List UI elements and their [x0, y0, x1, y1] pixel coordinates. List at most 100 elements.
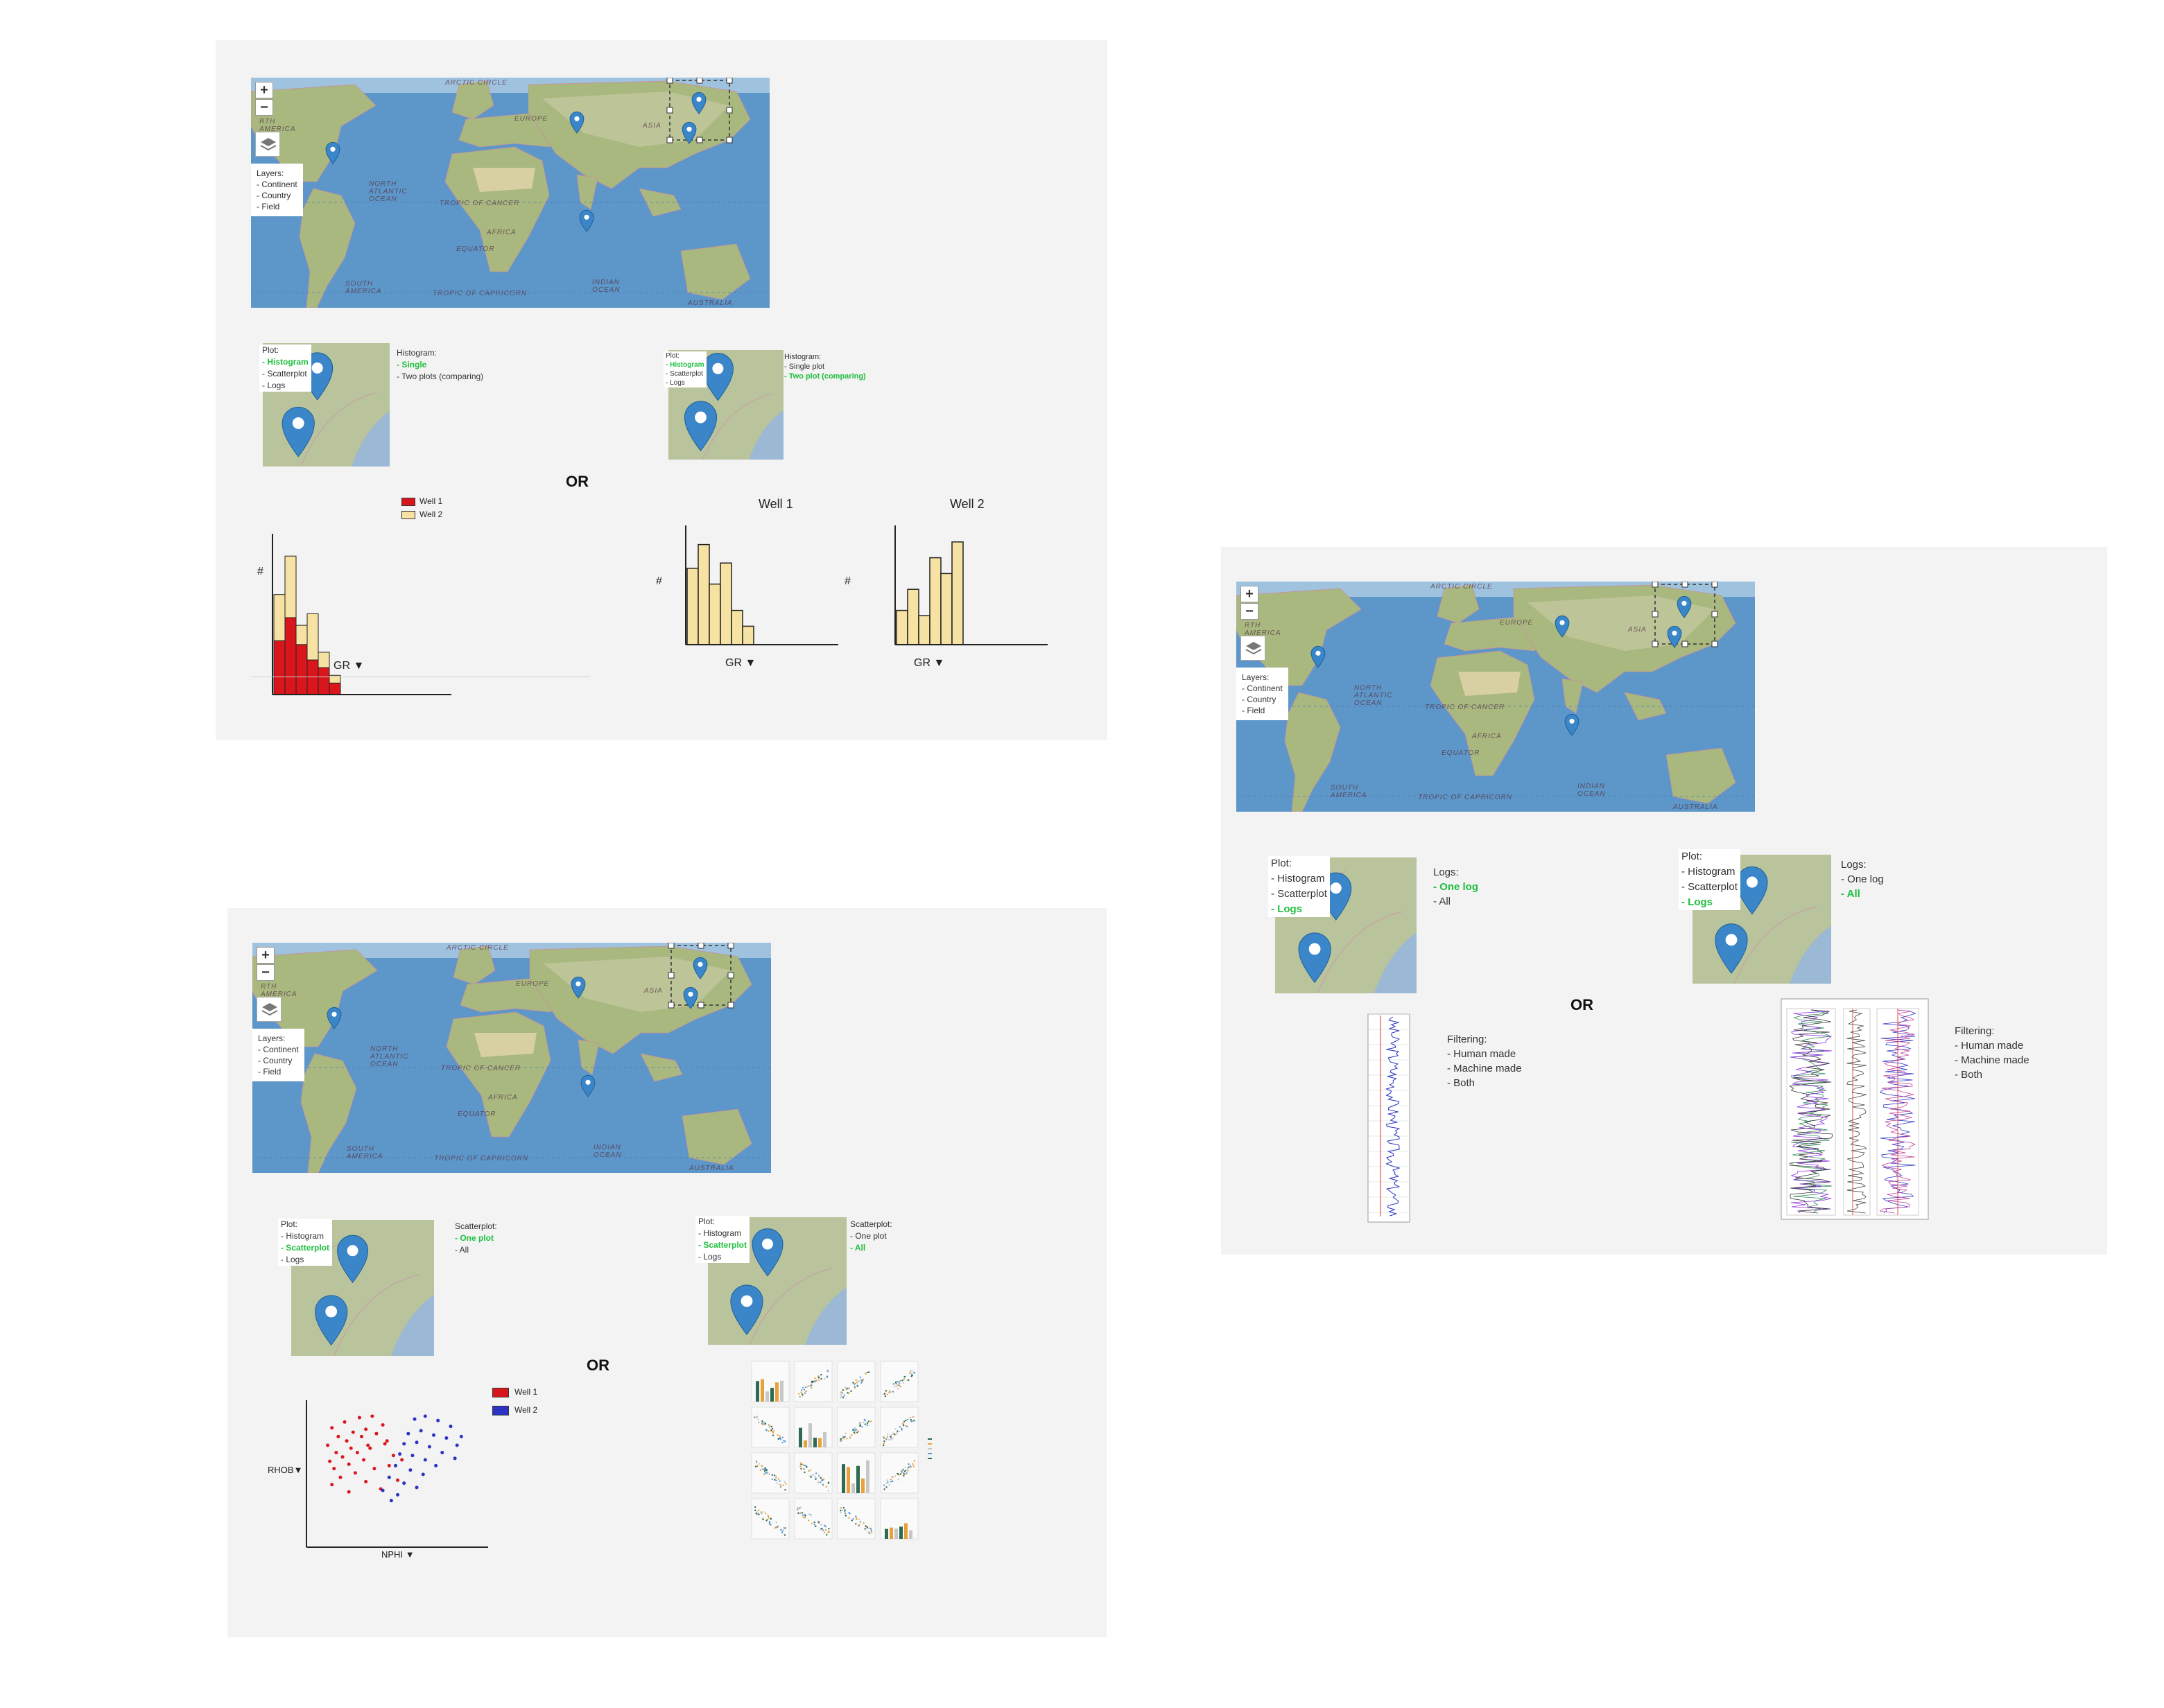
- scatterplot-submenu[interactable]: Scatterplot: - One plot - All: [850, 1219, 892, 1254]
- zoom-out-button[interactable]: −: [257, 964, 275, 981]
- map-pin-icon[interactable]: [1715, 923, 1748, 974]
- map-pin-icon[interactable]: [315, 1295, 348, 1346]
- world-map[interactable]: ARCTIC CIRCLE EUROPE ASIA RTH AMERICA NORTH …: [251, 78, 770, 308]
- menu-option[interactable]: - Histogram: [281, 1231, 324, 1241]
- menu-option[interactable]: - Machine made: [1955, 1054, 2029, 1066]
- menu-option[interactable]: - All: [1433, 896, 1451, 907]
- menu-option[interactable]: - Logs: [698, 1252, 722, 1262]
- map-pin-icon[interactable]: [730, 1284, 763, 1336]
- chevron-down-icon[interactable]: ▼: [293, 1465, 303, 1475]
- menu-option[interactable]: - Logs: [1681, 896, 1713, 908]
- menu-option[interactable]: - All: [1841, 888, 1860, 900]
- map-canvas[interactable]: [252, 943, 771, 1173]
- scatterplot-submenu[interactable]: Scatterplot: - One plot - All: [455, 1221, 497, 1256]
- map-pin-icon[interactable]: [1555, 615, 1570, 638]
- menu-option[interactable]: - One log: [1433, 881, 1478, 893]
- layer-option[interactable]: - Field: [257, 202, 280, 211]
- menu-option[interactable]: - Single: [397, 360, 427, 369]
- map-pin-icon[interactable]: [282, 406, 315, 458]
- histogram-submenu[interactable]: Histogram: - Single plot - Two plot (compa…: [784, 352, 866, 381]
- menu-option[interactable]: - Both: [1955, 1069, 1983, 1081]
- menu-option[interactable]: - Both: [1447, 1077, 1475, 1089]
- world-map[interactable]: ARCTIC CIRCLE EUROPE ASIA RTH AMERICA NORTH …: [252, 943, 771, 1173]
- menu-option[interactable]: - Scatterplot: [281, 1243, 330, 1253]
- menu-option[interactable]: - One plot: [455, 1233, 494, 1243]
- layer-option[interactable]: - Field: [1242, 706, 1265, 715]
- plot-menu[interactable]: Plot: - Histogram - Scatterplot - Logs: [259, 345, 311, 392]
- plot-menu[interactable]: Plot: - Histogram - Scatterplot - Logs: [664, 351, 707, 387]
- layers-button[interactable]: [257, 997, 282, 1022]
- plot-menu[interactable]: Plot: - Histogram - Scatterplot - Logs: [278, 1219, 333, 1266]
- menu-option[interactable]: - Human made: [1447, 1048, 1516, 1060]
- filtering-options[interactable]: Filtering: - Human made - Machine made - Bo…: [1447, 1032, 1522, 1090]
- plot-menu[interactable]: Plot: - Histogram - Scatterplot - Logs: [1679, 849, 1740, 910]
- map-pin-icon[interactable]: [691, 92, 707, 114]
- menu-option[interactable]: - Two plots (comparing): [397, 372, 484, 381]
- thumbnail-map[interactable]: [291, 1220, 434, 1356]
- map-pin-icon[interactable]: [1310, 645, 1326, 668]
- y-axis-selector[interactable]: RHOB▼: [268, 1465, 302, 1475]
- menu-option[interactable]: - Histogram: [262, 357, 309, 367]
- map-pin-icon[interactable]: [683, 986, 698, 1009]
- menu-option[interactable]: - Scatterplot: [1681, 881, 1738, 893]
- layers-legend[interactable]: Layers: - Continent - Country - Field: [251, 164, 303, 216]
- chevron-down-icon[interactable]: ▼: [405, 1549, 415, 1560]
- layer-option[interactable]: - Country: [257, 191, 291, 200]
- zoom-in-button[interactable]: +: [257, 947, 275, 964]
- map-pin-icon[interactable]: [1677, 595, 1692, 618]
- plot-menu[interactable]: Plot: - Histogram - Scatterplot - Logs: [1268, 856, 1330, 917]
- menu-option[interactable]: - Single plot: [784, 363, 825, 371]
- layer-option[interactable]: - Country: [1242, 695, 1276, 704]
- menu-option[interactable]: - One log: [1841, 873, 1884, 885]
- x-axis-selector[interactable]: GR ▼: [334, 660, 364, 672]
- menu-option[interactable]: - Logs: [666, 379, 685, 387]
- x-axis-selector[interactable]: GR ▼: [914, 657, 944, 670]
- logs-submenu[interactable]: Logs: - One log - All: [1433, 865, 1478, 909]
- map-pin-icon[interactable]: [1667, 625, 1682, 648]
- menu-option[interactable]: - Scatterplot: [698, 1240, 747, 1250]
- layer-option[interactable]: - Continent: [257, 180, 297, 189]
- chevron-down-icon[interactable]: ▼: [745, 657, 756, 669]
- map-pin-icon[interactable]: [571, 976, 586, 999]
- zoom-out-button[interactable]: −: [255, 99, 273, 116]
- x-axis-selector[interactable]: NPHI ▼: [381, 1549, 415, 1560]
- thumbnail-map[interactable]: [263, 343, 390, 467]
- zoom-out-button[interactable]: −: [1240, 603, 1258, 620]
- menu-option[interactable]: - One plot: [850, 1231, 887, 1241]
- menu-option[interactable]: - All: [455, 1245, 469, 1255]
- menu-option[interactable]: - Histogram: [698, 1228, 742, 1238]
- chevron-down-icon[interactable]: ▼: [933, 657, 945, 669]
- menu-option[interactable]: - Logs: [1271, 903, 1302, 915]
- menu-option[interactable]: - Scatterplot: [1271, 888, 1327, 900]
- map-pin-icon[interactable]: [325, 141, 340, 164]
- layer-option[interactable]: - Field: [258, 1067, 282, 1077]
- map-pin-icon[interactable]: [337, 1235, 369, 1283]
- histogram-submenu[interactable]: Histogram: - Single - Two plots (comparing…: [397, 347, 483, 383]
- layers-button[interactable]: [255, 132, 280, 157]
- menu-option[interactable]: - Scatterplot: [262, 369, 307, 378]
- menu-option[interactable]: - Histogram: [666, 361, 704, 369]
- map-pin-icon[interactable]: [580, 1074, 596, 1097]
- field-thumbnail[interactable]: [668, 350, 784, 460]
- menu-option[interactable]: - Human made: [1955, 1040, 2024, 1052]
- map-canvas[interactable]: [251, 78, 770, 308]
- map-pin-icon[interactable]: [752, 1228, 784, 1277]
- plot-menu[interactable]: Plot: - Histogram - Scatterplot - Logs: [695, 1216, 750, 1263]
- menu-option[interactable]: - Histogram: [1271, 873, 1325, 885]
- menu-option[interactable]: - Machine made: [1447, 1063, 1522, 1074]
- menu-option[interactable]: - Two plot (comparing): [784, 372, 866, 381]
- map-pin-icon[interactable]: [682, 121, 697, 144]
- menu-option[interactable]: - Histogram: [1681, 866, 1735, 878]
- menu-option[interactable]: - Logs: [281, 1255, 304, 1264]
- filtering-options[interactable]: Filtering: - Human made - Machine made - Bo…: [1955, 1024, 2029, 1082]
- layers-legend[interactable]: Layers: - Continent - Country - Field: [252, 1029, 304, 1081]
- chevron-down-icon[interactable]: ▼: [353, 660, 365, 672]
- map-pin-icon[interactable]: [1564, 713, 1579, 736]
- map-pin-icon[interactable]: [579, 209, 594, 232]
- menu-option[interactable]: - Scatterplot: [666, 370, 703, 378]
- x-axis-selector[interactable]: GR ▼: [725, 657, 756, 670]
- menu-option[interactable]: - All: [850, 1243, 866, 1253]
- layer-option[interactable]: - Country: [258, 1056, 293, 1065]
- map-canvas[interactable]: [1236, 582, 1755, 812]
- world-map[interactable]: ARCTIC CIRCLE EUROPE ASIA RTH AMERICA NORTH …: [1236, 582, 1755, 812]
